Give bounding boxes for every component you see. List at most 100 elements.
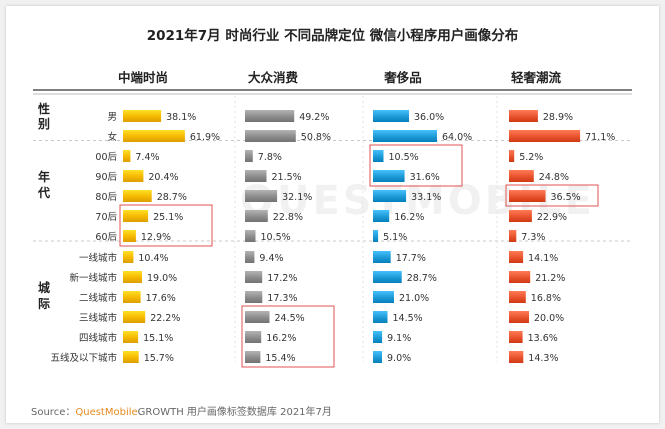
category-label: 新一线城市 [69, 272, 117, 284]
data-label-midrange-fashion: 20.4% [148, 172, 178, 183]
highlight-box [505, 184, 599, 207]
bar-luxury [373, 210, 390, 222]
bar-mass-consumer [245, 210, 268, 222]
category-label: 00后 [95, 152, 117, 163]
bar-midrange-fashion [123, 291, 141, 303]
data-label-mass-consumer: 22.8% [273, 212, 303, 223]
bar-mass-consumer [245, 291, 263, 303]
category-label: 男 [107, 112, 117, 123]
data-label-luxury: 14.5% [393, 313, 423, 324]
column-header-affordable-luxury: 轻奢潮流 [510, 70, 561, 85]
bar-mass-consumer [245, 190, 278, 202]
data-label-midrange-fashion: 17.6% [146, 293, 176, 304]
bar-affordable-luxury [509, 110, 538, 122]
bar-luxury [373, 351, 382, 363]
data-label-mass-consumer: 50.8% [301, 132, 331, 143]
data-label-affordable-luxury: 24.8% [539, 172, 569, 183]
category-label: 80后 [95, 192, 117, 203]
category-label: 二线城市 [79, 292, 118, 304]
bar-affordable-luxury [509, 331, 523, 343]
data-label-midrange-fashion: 15.1% [143, 333, 173, 344]
bar-luxury [373, 110, 409, 122]
highlight-box [369, 144, 463, 187]
data-label-affordable-luxury: 36.5% [551, 192, 581, 203]
chart-card [6, 6, 659, 423]
data-label-luxury: 28.7% [407, 273, 437, 284]
category-label: 60后 [95, 232, 117, 243]
data-label-mass-consumer: 24.5% [275, 313, 305, 324]
data-label-affordable-luxury: 5.2% [519, 152, 543, 163]
data-label-midrange-fashion: 28.7% [157, 192, 187, 203]
data-label-mass-consumer: 7.8% [258, 152, 282, 163]
column-header-mass-consumer: 大众消费 [247, 70, 298, 85]
bar-luxury [373, 331, 383, 343]
bar-affordable-luxury [509, 251, 524, 263]
data-label-luxury: 9.0% [387, 353, 411, 364]
bar-affordable-luxury [509, 210, 532, 222]
category-label: 女 [107, 131, 117, 143]
data-label-mass-consumer: 32.1% [282, 192, 312, 203]
bar-affordable-luxury [509, 230, 517, 242]
category-label: 70后 [95, 212, 117, 223]
data-label-affordable-luxury: 71.1% [585, 132, 615, 143]
data-label-midrange-fashion: 12.9% [141, 232, 171, 243]
bar-affordable-luxury [509, 291, 526, 303]
highlight-box [241, 305, 335, 368]
data-label-affordable-luxury: 16.8% [531, 293, 561, 304]
bar-luxury [373, 190, 407, 202]
data-label-affordable-luxury: 14.3% [528, 353, 558, 364]
data-label-midrange-fashion: 15.7% [144, 353, 174, 364]
group-label: 城际 [38, 280, 50, 311]
data-label-affordable-luxury: 20.0% [534, 313, 564, 324]
bar-affordable-luxury [509, 150, 515, 162]
bar-midrange-fashion [123, 130, 185, 142]
bar-mass-consumer [245, 271, 263, 283]
bar-mass-consumer [245, 251, 255, 263]
data-label-midrange-fashion: 19.0% [147, 273, 177, 284]
bar-midrange-fashion [123, 331, 139, 343]
data-label-luxury: 5.1% [383, 232, 407, 243]
data-label-affordable-luxury: 14.1% [528, 253, 558, 264]
bar-affordable-luxury [509, 190, 546, 202]
data-label-midrange-fashion: 61.9% [190, 132, 220, 143]
bar-midrange-fashion [123, 110, 162, 122]
bar-luxury [373, 251, 391, 263]
bar-mass-consumer [245, 311, 270, 323]
data-label-luxury: 21.0% [399, 293, 429, 304]
data-label-mass-consumer: 49.2% [299, 112, 329, 123]
bar-mass-consumer [245, 170, 267, 182]
data-label-midrange-fashion: 22.2% [150, 313, 180, 324]
category-label: 90后 [95, 172, 117, 183]
source-rest: GROWTH 用户画像标签数据库 2021年7月 [137, 407, 332, 418]
bar-mass-consumer [245, 331, 262, 343]
column-header-luxury: 奢侈品 [384, 70, 422, 85]
bar-midrange-fashion [123, 170, 144, 182]
data-label-midrange-fashion: 25.1% [153, 212, 183, 223]
bar-midrange-fashion [123, 190, 152, 202]
data-label-luxury: 9.1% [387, 333, 411, 344]
bar-midrange-fashion [123, 230, 136, 242]
source-prefix: Source： [31, 407, 76, 418]
bar-midrange-fashion [123, 271, 142, 283]
data-label-mass-consumer: 10.5% [261, 232, 291, 243]
data-label-luxury: 16.2% [394, 212, 424, 223]
bar-affordable-luxury [509, 271, 531, 283]
data-label-mass-consumer: 15.4% [265, 353, 295, 364]
bar-midrange-fashion [123, 150, 131, 162]
highlight-box [119, 204, 213, 247]
data-label-mass-consumer: 17.2% [267, 273, 297, 284]
category-label: 四线城市 [79, 332, 118, 344]
bar-midrange-fashion [123, 311, 146, 323]
bar-affordable-luxury [509, 351, 524, 363]
data-label-luxury: 33.1% [411, 192, 441, 203]
data-label-luxury: 10.5% [389, 152, 419, 163]
bar-affordable-luxury [509, 311, 529, 323]
data-label-affordable-luxury: 28.9% [543, 112, 573, 123]
bar-luxury [373, 291, 394, 303]
data-label-mass-consumer: 16.2% [266, 333, 296, 344]
category-label: 五线及以下城市 [50, 352, 117, 364]
bar-affordable-luxury [509, 130, 581, 142]
data-label-midrange-fashion: 7.4% [135, 152, 159, 163]
data-label-affordable-luxury: 22.9% [537, 212, 567, 223]
